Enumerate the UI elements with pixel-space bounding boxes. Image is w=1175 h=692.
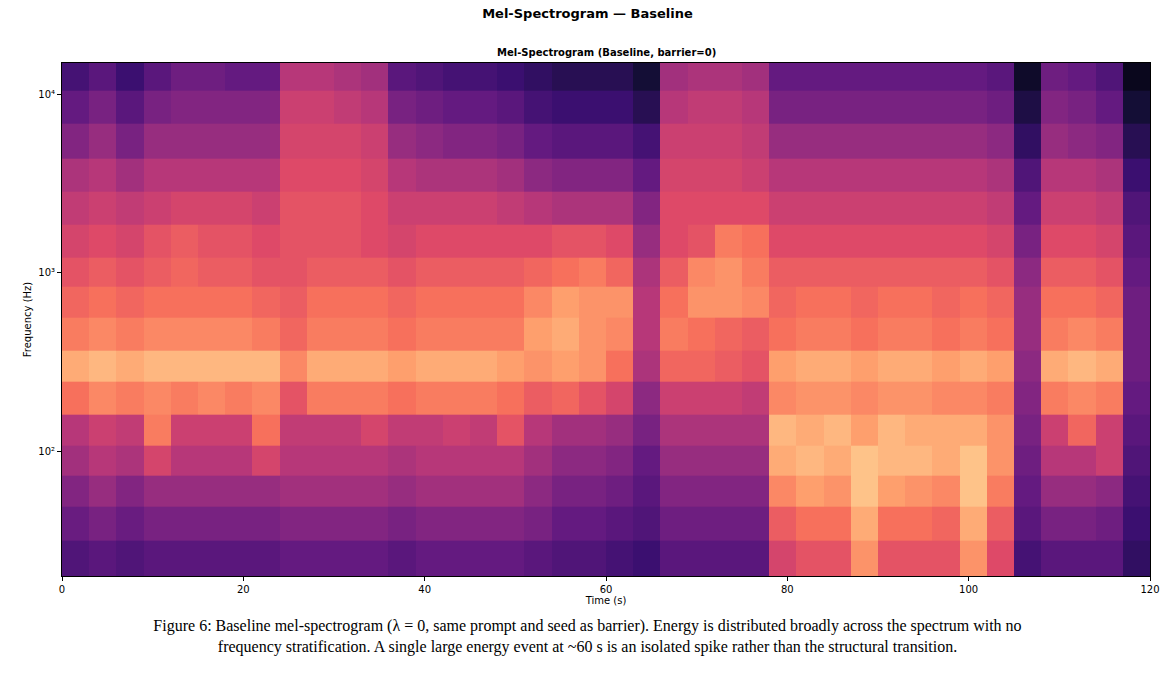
- svg-text:Frequency (Hz): Frequency (Hz): [22, 282, 33, 358]
- svg-text:40: 40: [418, 584, 431, 595]
- svg-text:100: 100: [959, 584, 978, 595]
- svg-text:120: 120: [1140, 584, 1159, 595]
- svg-text:10³: 10³: [38, 267, 55, 278]
- svg-text:0: 0: [59, 584, 65, 595]
- svg-text:Mel-Spectrogram — Baseline: Mel-Spectrogram — Baseline: [482, 6, 693, 21]
- html-text:Figure 6: Baseline mel-spectro: Figure 6: Baseline mel-spectrogram (λ = …: [153, 617, 1022, 655]
- svg-text:60: 60: [600, 584, 613, 595]
- svg-text:10²: 10²: [38, 446, 55, 457]
- svg-text:Time (s): Time (s): [585, 595, 627, 606]
- svg-text:10⁴: 10⁴: [38, 89, 55, 100]
- svg-text:20: 20: [237, 584, 250, 595]
- svg-text:Mel-Spectrogram (Baseline, bar: Mel-Spectrogram (Baseline, barrier=0): [497, 47, 716, 58]
- svg-text:80: 80: [781, 584, 794, 595]
